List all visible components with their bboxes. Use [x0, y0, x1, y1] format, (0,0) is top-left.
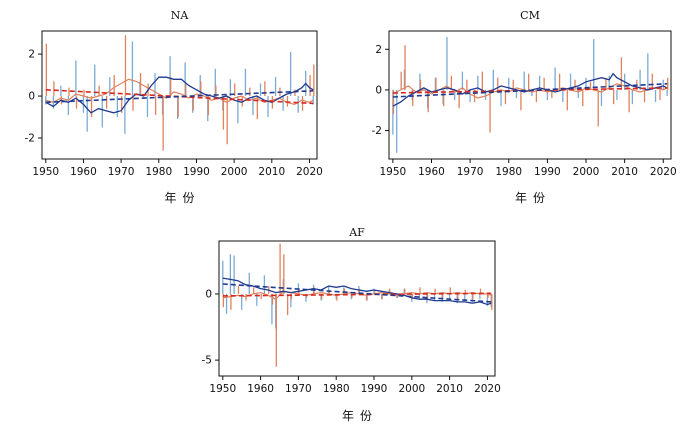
trend-line-red	[45, 89, 314, 105]
panel-af: AF 1950 1960 1970 1980 1990 2000 2010 2020 -5 0 年份	[202, 226, 501, 423]
x-tick-label: 1990	[361, 383, 388, 395]
x-tick-label: 2010	[611, 166, 638, 178]
trend-line-red	[222, 292, 492, 297]
x-tick-label: 2000	[573, 166, 600, 178]
smoothed-line-navy	[392, 72, 668, 107]
plot-area	[392, 37, 669, 153]
trend-line-navy	[222, 283, 492, 303]
x-tick-label: 2000	[398, 383, 425, 395]
y-tick-label: -2	[372, 125, 382, 137]
x-tick-label: 1970	[108, 166, 135, 178]
axes-frame	[41, 30, 318, 160]
axes-frame	[218, 240, 496, 377]
trend-line-navy	[45, 90, 314, 104]
x-axis-label: 年份	[164, 191, 200, 205]
y-tick-label: 0	[375, 84, 382, 96]
x-tick-label: 1970	[457, 166, 484, 178]
x-tick-label: 1970	[285, 383, 312, 395]
x-tick-label: 2020	[474, 383, 501, 395]
y-tick-label: -5	[202, 355, 212, 367]
x-tick-label: 1990	[183, 166, 210, 178]
x-tick-label: 2010	[258, 166, 285, 178]
plot-area	[45, 35, 315, 151]
x-axis-label: 年份	[515, 191, 551, 205]
x-tick-label: 1950	[32, 166, 59, 178]
x-tick-label: 1950	[379, 166, 406, 178]
panel-title: CM	[520, 9, 540, 22]
x-tick-label: 1990	[534, 166, 561, 178]
smoothed-line-orange	[45, 78, 314, 106]
x-tick-label: 2020	[296, 166, 323, 178]
trend-line-navy	[392, 83, 668, 98]
axes-frame	[388, 30, 672, 160]
smoothed-line-navy	[222, 277, 492, 306]
panel-title: NA	[171, 9, 190, 22]
x-tick-label: 2000	[221, 166, 248, 178]
smoothed-line-navy	[45, 76, 314, 114]
x-tick-label: 1960	[70, 166, 97, 178]
x-tick-label: 1980	[495, 166, 522, 178]
x-axis-label: 年份	[342, 409, 378, 423]
y-tick-label: 2	[375, 44, 382, 56]
y-tick-label: 2	[28, 49, 35, 61]
y-tick-label: 0	[28, 91, 35, 103]
x-tick-label: 1960	[247, 383, 274, 395]
panel-na: NA 1950 1960 1970 1980 1990 2000 2010 2020 -2 0 2 年份	[25, 9, 323, 205]
x-tick-label: 2010	[436, 383, 463, 395]
x-tick-label: 1980	[145, 166, 172, 178]
x-tick-label: 1980	[323, 383, 350, 395]
panel-title: AF	[348, 226, 365, 239]
x-tick-label: 1950	[209, 383, 236, 395]
plot-area	[222, 243, 493, 367]
y-tick-label: 0	[205, 288, 212, 300]
x-tick-label: 2020	[650, 166, 677, 178]
panel-cm: CM 1950 1960 1970 1980 1990 2000 2010 2020 -2 0 2 年份	[372, 9, 677, 205]
y-tick-label: -2	[25, 133, 35, 145]
x-tick-label: 1960	[418, 166, 445, 178]
